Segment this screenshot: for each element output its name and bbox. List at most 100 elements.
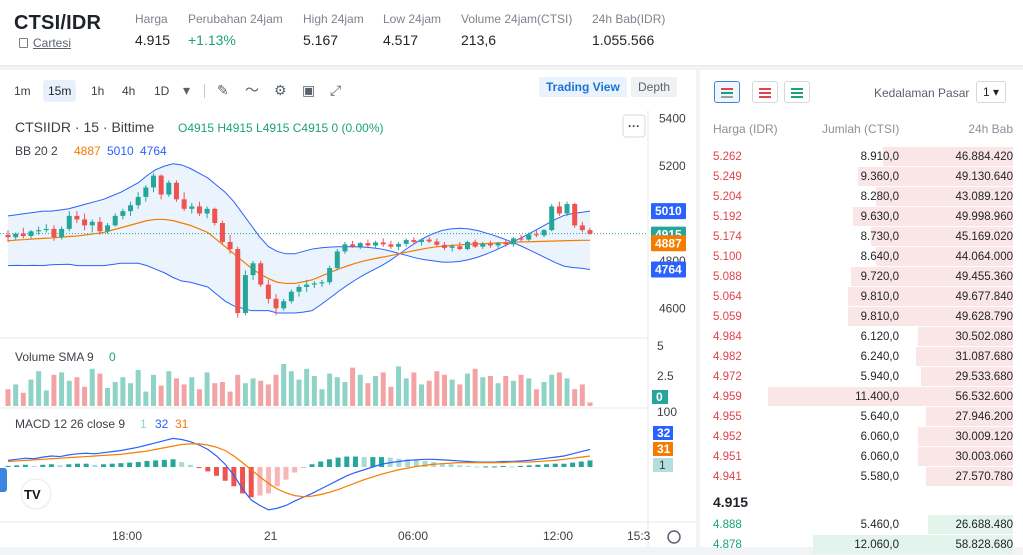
signal-badge: 31 [657, 442, 671, 456]
macd-hist-bar [283, 467, 289, 480]
volume-bar [288, 371, 294, 406]
bb-mid-line [7, 218, 590, 285]
draw-tool-icon[interactable]: ✎ [217, 82, 229, 98]
macd-hist-bar [335, 457, 341, 467]
depth-button[interactable]: Depth [631, 77, 678, 97]
time-tick: 12:00 [543, 529, 573, 543]
interval-dropdown-icon[interactable]: ▾ [183, 82, 191, 98]
macd-hist-bar [544, 464, 550, 467]
macd-hist-bar [222, 467, 228, 481]
price-chart[interactable]: 54005200480046005010491548874764CTSIIDR … [0, 110, 696, 547]
volume-bar [258, 380, 264, 406]
macd-hist-bar [101, 464, 107, 467]
macd-hist-bar [57, 465, 63, 467]
col-qty-header: Jumlah (CTSI) [822, 122, 900, 136]
macd-hist-bar [370, 457, 376, 467]
volume-bar [250, 378, 256, 406]
row-qty: 5.460,0 [860, 519, 899, 531]
interval-4h[interactable]: 4h [122, 84, 136, 98]
row-total: 56.532.600 [955, 391, 1013, 403]
candle-body [518, 238, 524, 240]
view-both-tab[interactable] [714, 81, 740, 103]
price-tick: 5200 [659, 159, 686, 173]
volume-bar [43, 390, 49, 406]
volume-badge-bg [652, 390, 668, 404]
ask-row[interactable]: 5.204 8.280,0 43.089.120 [700, 187, 1023, 207]
macd-hist-bar [153, 460, 159, 467]
ask-row[interactable]: 4.972 5.940,0 29.533.680 [700, 367, 1023, 387]
macd-hist-bar [109, 463, 115, 467]
volume-bar [166, 371, 172, 406]
bb-mid-badge: 4887 [655, 236, 682, 250]
bb-lower-badge-bg [651, 261, 686, 278]
bid-row[interactable]: 4.878 12.060,0 58.828.680 [700, 535, 1023, 555]
ask-row[interactable]: 5.174 8.730,0 45.169.020 [700, 227, 1023, 247]
candle-body [212, 208, 218, 223]
volume-bar [411, 372, 417, 406]
interval-1m[interactable]: 1m [14, 84, 31, 98]
ask-row[interactable]: 4.952 6.060,0 30.009.120 [700, 427, 1023, 447]
depth-bar [918, 427, 1013, 446]
row-price: 5.064 [713, 291, 742, 303]
ask-row[interactable]: 5.192 9.630,0 49.998.960 [700, 207, 1023, 227]
candle-body [120, 211, 126, 216]
fullscreen-icon[interactable]: ⤢ [330, 82, 342, 98]
ask-row[interactable]: 4.941 5.580,0 27.570.780 [700, 467, 1023, 487]
coin-info-link[interactable]: Cartesi [19, 36, 71, 50]
volume-bar [36, 371, 42, 406]
row-price: 5.192 [713, 211, 742, 223]
ask-row[interactable]: 4.955 5.640,0 27.946.200 [700, 407, 1023, 427]
volume-bar [173, 378, 179, 406]
bid-row[interactable]: 4.888 5.460,0 26.688.480 [700, 515, 1023, 535]
mid-price: 4.915 [713, 494, 749, 510]
candle-body [304, 284, 310, 287]
candle-body [480, 243, 486, 247]
row-price: 4.982 [713, 351, 742, 363]
row-total: 27.570.780 [955, 471, 1013, 483]
view-asks-tab[interactable] [752, 81, 778, 103]
ask-row[interactable]: 5.064 9.810,0 49.677.840 [700, 287, 1023, 307]
ask-row[interactable]: 4.982 6.240,0 31.087.680 [700, 347, 1023, 367]
view-bids-tab[interactable] [784, 81, 810, 103]
candle-body [43, 228, 49, 231]
volume-bar [204, 372, 210, 406]
macd-hist-bar [483, 466, 489, 468]
col-price-header: Harga (IDR) [713, 122, 778, 136]
interval-15m[interactable]: 15m [43, 80, 77, 102]
macd-hist-bar [526, 465, 532, 467]
macd-hist-bar [326, 459, 332, 467]
hist-badge-bg [653, 458, 673, 472]
candle-body [510, 238, 516, 245]
ask-row[interactable]: 5.262 8.910,0 46.884.420 [700, 147, 1023, 167]
macd-hist-bar [48, 464, 54, 467]
macd-hist-bar [231, 467, 237, 487]
ask-row[interactable]: 4.984 6.120,0 30.502.080 [700, 327, 1023, 347]
interval-1D[interactable]: 1D [154, 84, 170, 98]
candle-body [288, 291, 294, 302]
macd-hist-bar [248, 467, 254, 498]
volume-bar [419, 384, 425, 406]
save-icon[interactable]: ▣ [302, 82, 316, 98]
macd-hist-bar [500, 465, 506, 467]
row-qty: 6.120,0 [860, 331, 899, 343]
settings-gear-icon[interactable]: ⚙ [274, 82, 287, 98]
depth-select[interactable]: 1 ▾ [976, 81, 1006, 103]
trading-view-button[interactable]: Trading View [539, 77, 627, 97]
drawing-tools-handle[interactable] [0, 468, 7, 492]
volume-bar [304, 368, 310, 406]
volume-bar [518, 374, 524, 406]
ask-row[interactable]: 4.951 6.060,0 30.003.060 [700, 447, 1023, 467]
macd-hist-bar [14, 465, 20, 467]
ask-row[interactable]: 5.100 8.640,0 44.064.000 [700, 247, 1023, 267]
ask-row[interactable]: 4.959 11.400,0 56.532.600 [700, 387, 1023, 407]
volume-bar [350, 367, 356, 406]
interval-1h[interactable]: 1h [91, 84, 105, 98]
ask-row[interactable]: 5.249 9.360,0 49.130.640 [700, 167, 1023, 187]
volume-bar [541, 382, 547, 406]
ask-row[interactable]: 5.059 9.810,0 49.628.790 [700, 307, 1023, 327]
macd-hist-bar [379, 457, 385, 467]
volume-bar [549, 374, 555, 406]
ask-row[interactable]: 5.088 9.720,0 49.455.360 [700, 267, 1023, 287]
volume-bar [28, 379, 34, 406]
indicator-icon[interactable]: 〜 [245, 82, 259, 98]
